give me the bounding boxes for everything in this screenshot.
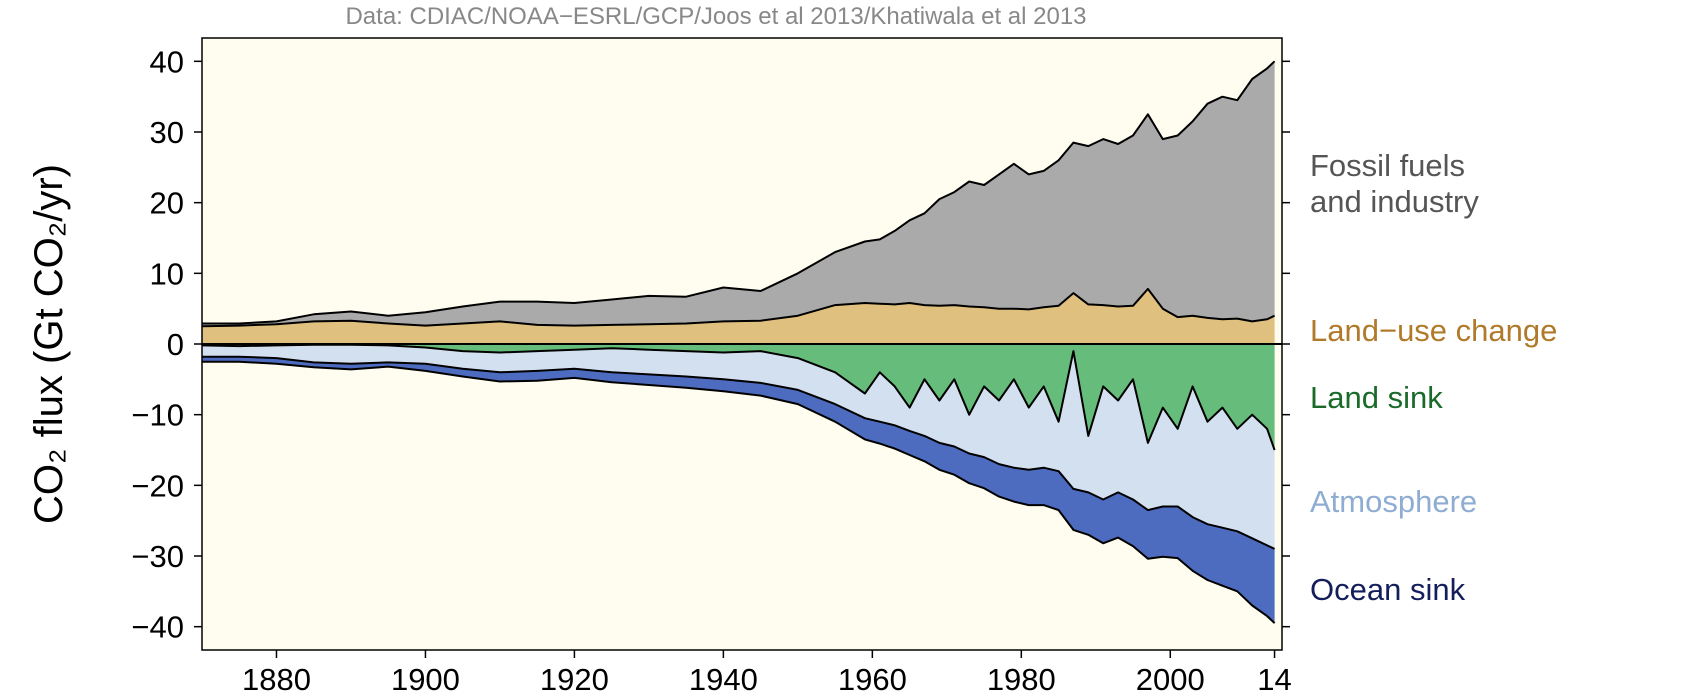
x-tick-label: 2000 [1136, 662, 1205, 697]
series-label: Land−use change [1310, 313, 1558, 348]
x-tick-label: 14 [1257, 662, 1291, 697]
x-tick-label: 1980 [987, 662, 1056, 697]
area [202, 356, 1275, 624]
plot-frame [201, 37, 1283, 651]
series-label: Land sink [1310, 380, 1443, 415]
y-tick-label: 40 [150, 44, 184, 79]
boundary-line [202, 360, 1276, 624]
area [202, 288, 1275, 344]
series-label: Ocean sink [1310, 572, 1466, 607]
chart-subtitle: Data: CDIAC/NOAA−ESRL/GCP/Joos et al 201… [345, 3, 1086, 30]
area [202, 344, 1275, 549]
x-tick-label: 1960 [838, 662, 907, 697]
y-tick-label: −30 [131, 539, 184, 574]
x-tick-label: 1920 [540, 662, 609, 697]
y-tick-label: 30 [150, 115, 184, 150]
y-tick-label: 10 [150, 256, 184, 291]
y-tick-label: 0 [167, 327, 184, 362]
x-tick-label: 1940 [689, 662, 758, 697]
boundary-line [201, 287, 1276, 328]
y-tick-label: 20 [150, 186, 184, 221]
y-tick-label: −10 [131, 398, 184, 433]
boundary-line [202, 60, 1276, 325]
y-tick-label: −20 [131, 468, 184, 503]
series-label: Atmosphere [1310, 484, 1478, 519]
area [202, 61, 1275, 327]
boundary-line [202, 355, 1276, 550]
x-tick-label: 1900 [391, 662, 460, 697]
x-tick-label: 1880 [242, 662, 311, 697]
y-axis-label: CO₂ flux (Gt CO₂/yr) [27, 164, 71, 524]
y-tick-label: −40 [131, 610, 184, 645]
series-label: Fossil fuels and industry [1310, 148, 1479, 219]
boundary-line [201, 343, 1276, 451]
area [202, 344, 1275, 450]
